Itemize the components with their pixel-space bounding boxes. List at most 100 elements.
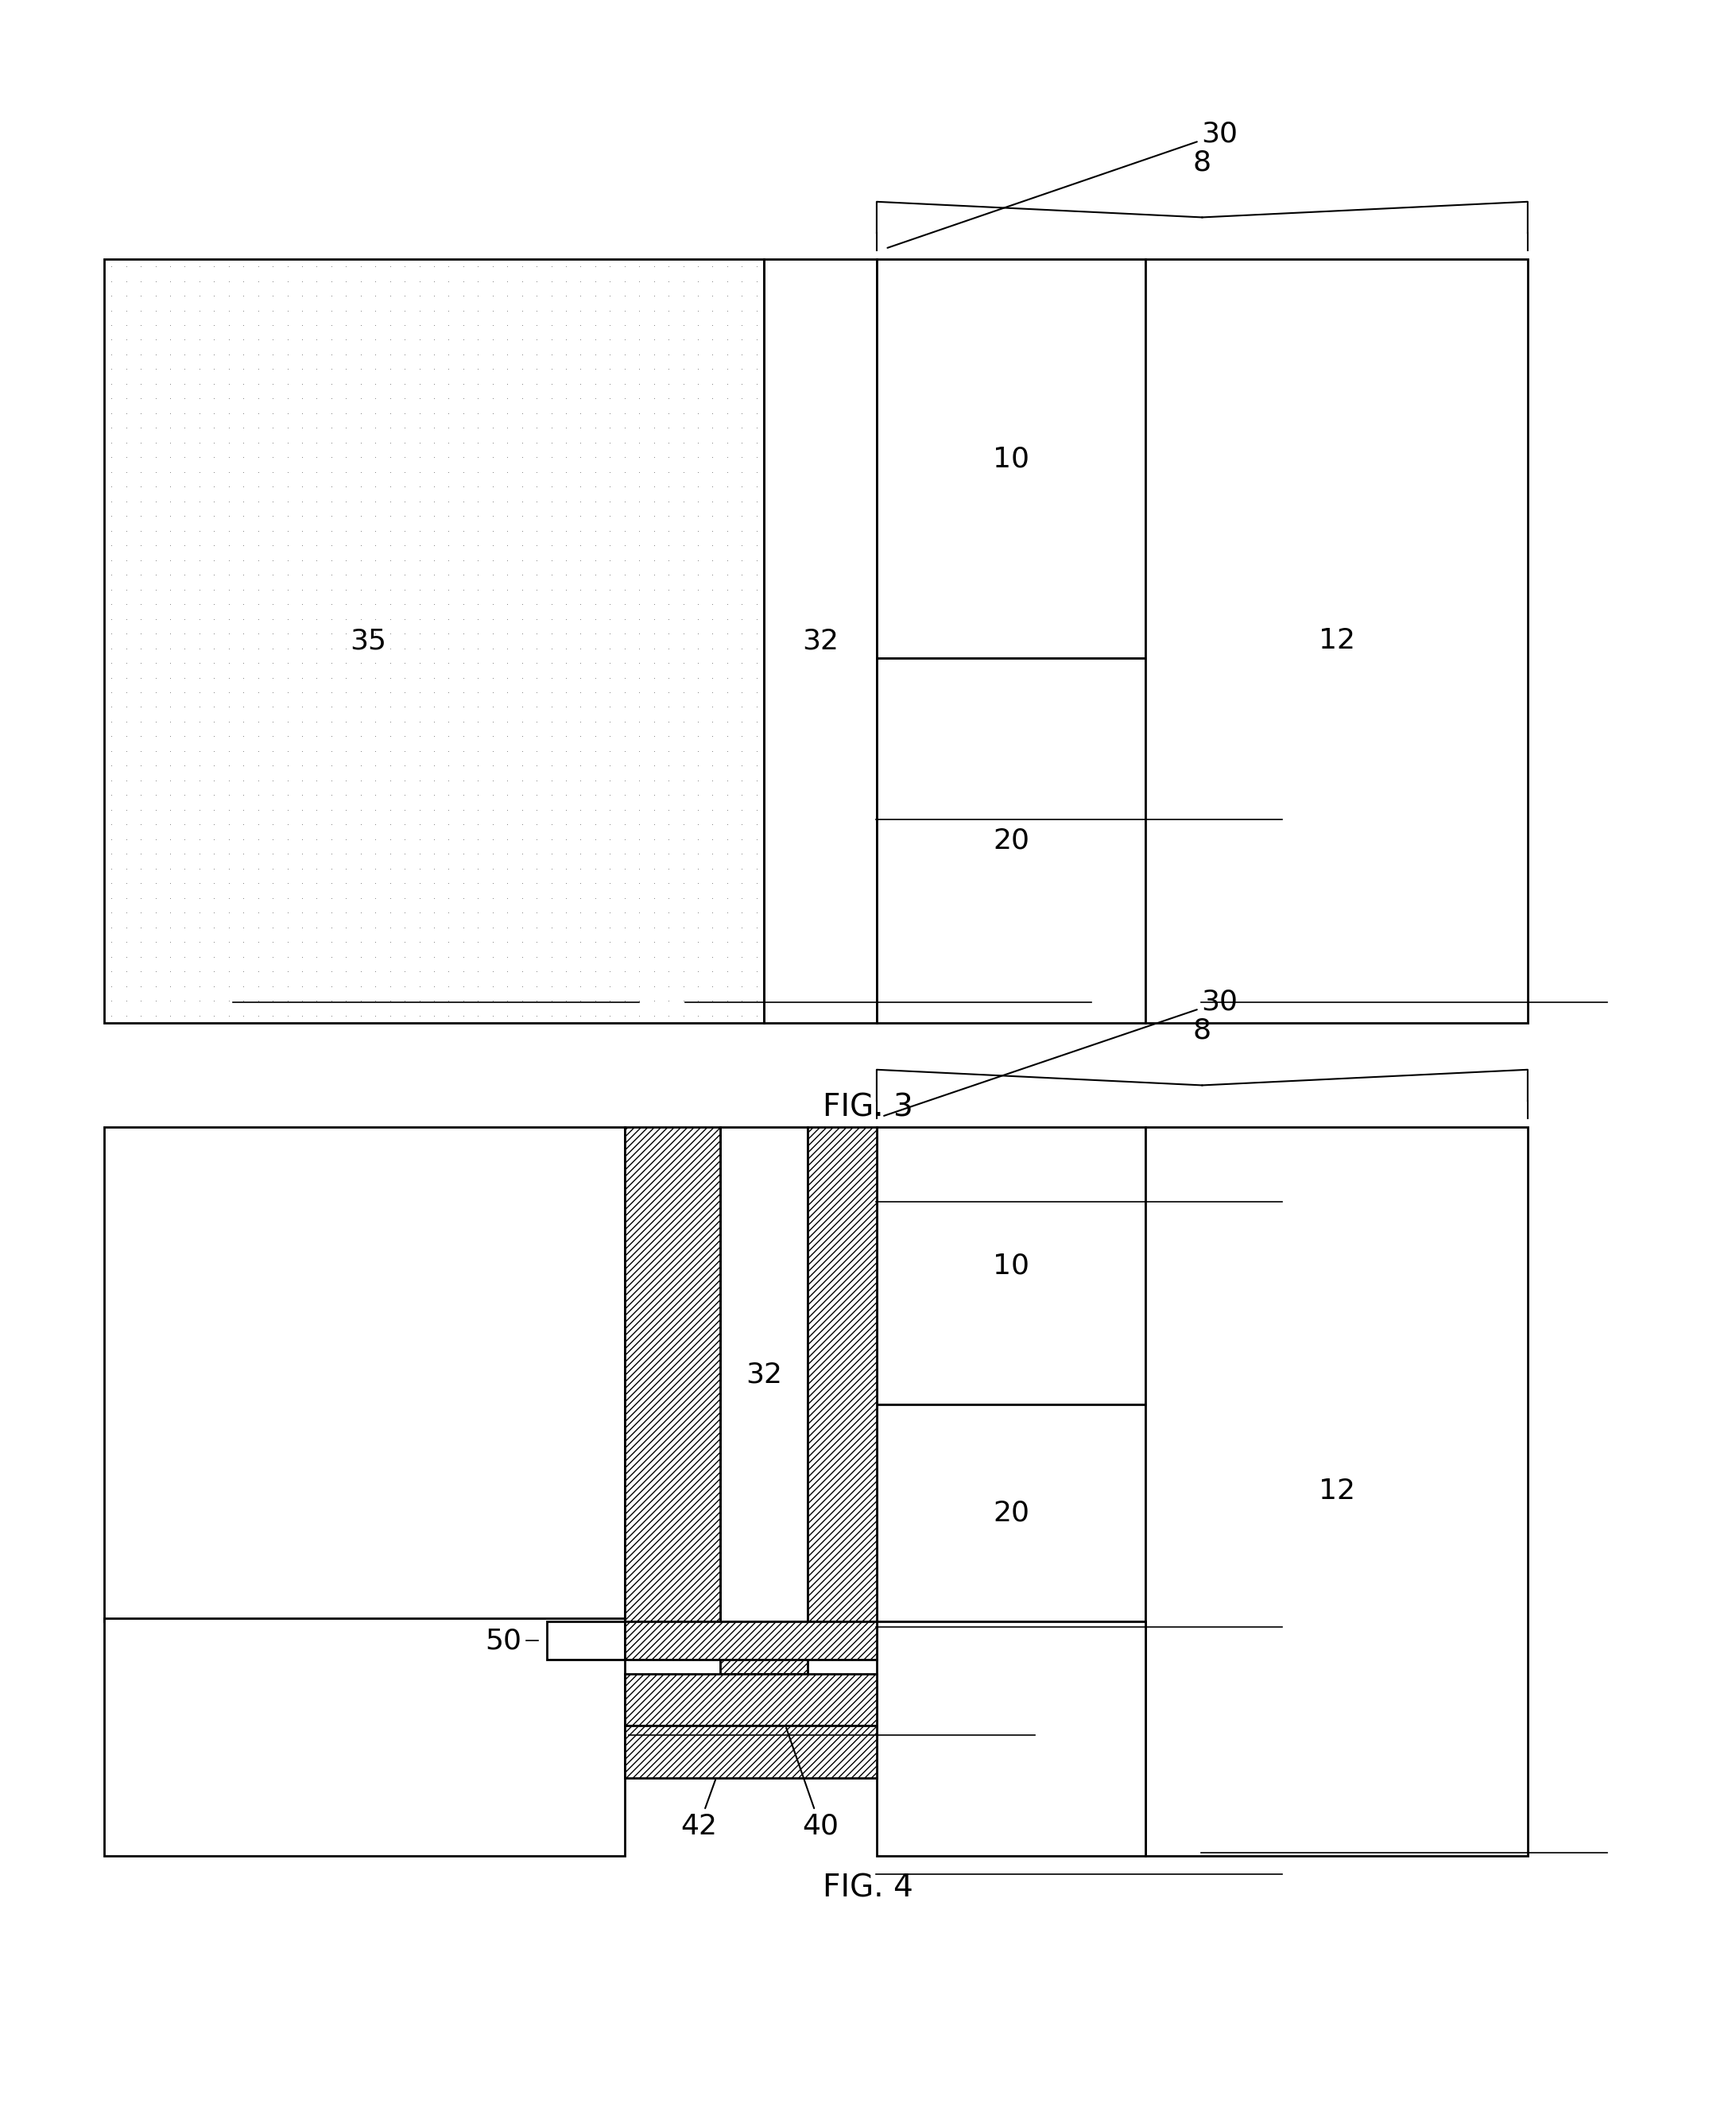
Point — [727, 704, 755, 738]
Point — [347, 998, 375, 1032]
Point — [509, 514, 536, 548]
Point — [142, 558, 170, 592]
Point — [361, 852, 389, 886]
Point — [625, 749, 653, 783]
Point — [406, 882, 434, 916]
Point — [611, 396, 639, 429]
Point — [434, 778, 462, 812]
Point — [332, 440, 359, 474]
Point — [229, 704, 257, 738]
Point — [670, 867, 698, 901]
Point — [245, 353, 273, 387]
Point — [142, 998, 170, 1032]
Point — [595, 823, 623, 857]
Point — [156, 660, 184, 694]
Point — [654, 734, 682, 768]
Point — [288, 425, 316, 459]
Point — [434, 867, 462, 901]
Point — [113, 778, 141, 812]
Point — [245, 734, 273, 768]
Point — [595, 734, 623, 768]
Point — [229, 250, 257, 283]
Point — [713, 338, 741, 372]
Point — [274, 603, 302, 637]
Point — [552, 778, 580, 812]
Point — [509, 410, 536, 444]
Point — [493, 969, 521, 1003]
Point — [509, 895, 536, 928]
Point — [259, 954, 286, 988]
Point — [698, 455, 726, 489]
Point — [743, 630, 771, 664]
Point — [377, 455, 404, 489]
Point — [391, 909, 418, 943]
Point — [464, 852, 491, 886]
Point — [493, 573, 521, 607]
Point — [434, 895, 462, 928]
Point — [302, 924, 330, 958]
Point — [450, 353, 477, 387]
Point — [245, 309, 273, 343]
Point — [727, 867, 755, 901]
Point — [434, 882, 462, 916]
Point — [200, 353, 227, 387]
Point — [493, 484, 521, 518]
Point — [464, 689, 491, 723]
Point — [200, 484, 227, 518]
Point — [97, 484, 125, 518]
Point — [186, 381, 214, 415]
Point — [698, 558, 726, 592]
Point — [595, 309, 623, 343]
Point — [127, 294, 155, 328]
Point — [170, 749, 198, 783]
Point — [391, 499, 418, 533]
Point — [641, 514, 668, 548]
Point — [698, 998, 726, 1032]
Point — [259, 484, 286, 518]
Point — [302, 704, 330, 738]
Point — [361, 704, 389, 738]
Point — [406, 749, 434, 783]
Point — [523, 895, 550, 928]
Point — [332, 749, 359, 783]
Point — [493, 924, 521, 958]
Point — [332, 867, 359, 901]
Point — [523, 838, 550, 871]
Point — [274, 309, 302, 343]
Point — [156, 324, 184, 357]
Point — [156, 998, 184, 1032]
Point — [434, 939, 462, 973]
Point — [641, 588, 668, 622]
Point — [406, 544, 434, 577]
Point — [142, 939, 170, 973]
Point — [332, 983, 359, 1017]
Point — [347, 778, 375, 812]
Point — [186, 309, 214, 343]
Point — [611, 808, 639, 842]
Point — [434, 353, 462, 387]
Point — [347, 764, 375, 797]
Point — [332, 823, 359, 857]
Point — [523, 338, 550, 372]
Point — [611, 324, 639, 357]
Point — [377, 396, 404, 429]
Point — [582, 514, 609, 548]
Point — [259, 764, 286, 797]
Point — [302, 778, 330, 812]
Point — [361, 969, 389, 1003]
Point — [552, 250, 580, 283]
Point — [302, 895, 330, 928]
Point — [318, 381, 345, 415]
Point — [727, 689, 755, 723]
Point — [552, 558, 580, 592]
Point — [318, 998, 345, 1032]
Point — [318, 250, 345, 283]
Text: 30: 30 — [884, 988, 1238, 1117]
Point — [552, 366, 580, 400]
Point — [698, 264, 726, 298]
Point — [464, 425, 491, 459]
Point — [318, 309, 345, 343]
Point — [552, 630, 580, 664]
Point — [186, 338, 214, 372]
Point — [684, 603, 712, 637]
